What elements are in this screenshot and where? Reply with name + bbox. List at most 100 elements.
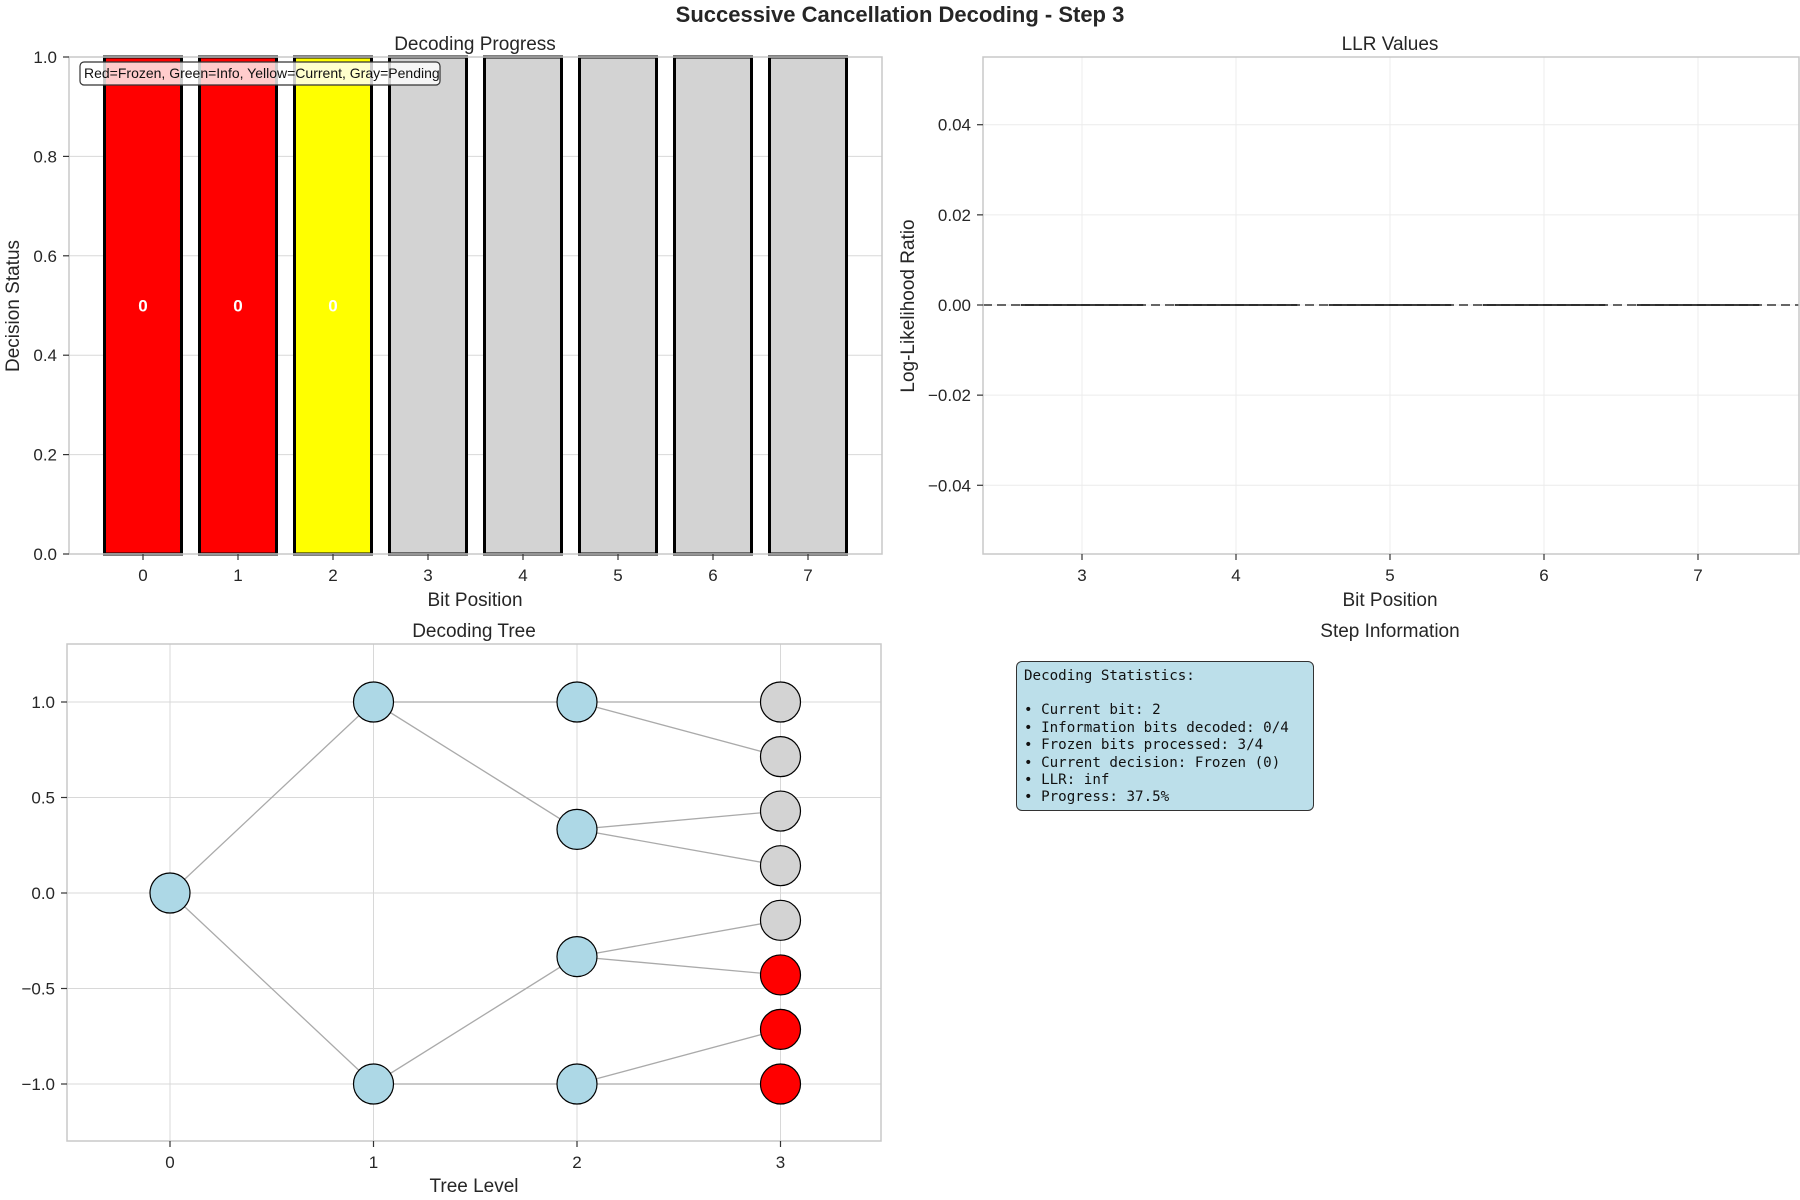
progress-xtick-label: 2 <box>328 566 337 585</box>
stat-frozen-bits: • Frozen bits processed: 3/4 <box>1024 737 1264 754</box>
tree-node <box>556 1063 598 1105</box>
stat-current-bit: • Current bit: 2 <box>1024 702 1161 719</box>
progress-bar-label: 0 <box>328 297 337 316</box>
progress-bar <box>673 55 753 556</box>
decoding-progress-gridlines <box>69 56 882 555</box>
decoding-tree-xlabel: Tree Level <box>429 1176 518 1197</box>
progress-bar <box>103 55 183 556</box>
tree-edge <box>576 701 781 758</box>
progress-bar-label: 0 <box>233 297 242 316</box>
tree-ytick-label: 1.0 <box>31 693 55 712</box>
tree-node <box>352 1063 395 1105</box>
llr-ytick-label: 0.04 <box>938 116 971 135</box>
llr-ytick-label: −0.02 <box>928 386 971 405</box>
decoding-progress-legend-box: Red=Frozen, Green=Info, Yellow=Current, … <box>79 61 441 86</box>
tree-node <box>759 1008 802 1050</box>
progress-bar <box>293 55 373 556</box>
llr-ytick-label: 0.00 <box>938 296 971 315</box>
progress-xtick-label: 5 <box>613 566 622 585</box>
tree-node <box>149 872 191 914</box>
tree-node <box>759 790 802 832</box>
decoding-tree-nodes <box>149 681 802 1105</box>
tree-node <box>352 681 395 723</box>
tree-ytick-label: 0.0 <box>31 884 55 903</box>
tree-edge <box>169 701 374 894</box>
tree-node <box>759 681 802 723</box>
progress-bar <box>578 55 658 556</box>
tree-node <box>759 1063 802 1105</box>
decoding-progress-legend-text: Red=Frozen, Green=Info, Yellow=Current, … <box>84 65 440 81</box>
progress-ytick-label: 0.0 <box>33 545 57 564</box>
stat-information-bits: • Information bits decoded: 0/4 <box>1024 719 1289 736</box>
decoding-statistics-box: Decoding Statistics: • Current bit: 2 • … <box>1016 661 1314 811</box>
progress-xtick-label: 3 <box>423 566 432 585</box>
llr-xtick-label: 3 <box>1077 566 1086 585</box>
tree-edge <box>373 701 578 830</box>
progress-xtick-label: 4 <box>518 566 527 585</box>
llr-ytick-label: −0.04 <box>928 476 971 495</box>
stat-llr: • LLR: inf <box>1024 772 1110 789</box>
progress-ytick-label: 0.6 <box>33 247 57 266</box>
tree-node <box>556 936 598 978</box>
tree-edge <box>576 955 781 976</box>
llr-xtick-label: 4 <box>1231 566 1240 585</box>
tree-xtick-label: 2 <box>572 1153 581 1172</box>
tree-node <box>759 899 802 941</box>
tree-xtick-label: 3 <box>776 1153 785 1172</box>
progress-xtick-label: 0 <box>138 566 147 585</box>
tree-node <box>556 808 598 850</box>
progress-bar <box>388 55 468 556</box>
tree-edge <box>169 892 374 1085</box>
decoding-tree-title: Decoding Tree <box>412 621 536 642</box>
progress-xtick-label: 1 <box>233 566 242 585</box>
decoding-progress-ylabel: Decision Status <box>3 240 24 372</box>
progress-bar <box>768 55 848 556</box>
tree-edge <box>576 1028 781 1085</box>
llr-values-ylabel: Log-Likelihood Ratio <box>898 219 919 392</box>
progress-bar-label: 0 <box>138 297 147 316</box>
progress-bar <box>483 55 563 556</box>
tree-ytick-label: −0.5 <box>21 980 55 999</box>
decoding-progress-bars: 0 0 0 <box>103 55 848 556</box>
progress-ytick-label: 0.8 <box>33 147 57 166</box>
tree-node <box>759 845 802 887</box>
tree-node <box>759 954 802 996</box>
stat-progress: • Progress: 37.5% <box>1024 789 1170 806</box>
llr-values-bars <box>983 304 1799 306</box>
decoding-statistics-title: Decoding Statistics: <box>1024 668 1195 684</box>
llr-ytick-label: 0.02 <box>938 206 971 225</box>
tree-node <box>556 681 598 723</box>
progress-xtick-label: 6 <box>708 566 717 585</box>
tree-edge <box>576 828 781 867</box>
stat-current-decision: • Current decision: Frozen (0) <box>1024 754 1281 771</box>
llr-xtick-label: 7 <box>1693 566 1702 585</box>
step-information-title: Step Information <box>1320 621 1459 642</box>
tree-ytick-label: −1.0 <box>21 1075 55 1094</box>
llr-xtick-label: 5 <box>1385 566 1394 585</box>
decoding-progress-ticks: 0.0 0.2 0.4 0.6 0.8 1.0 0 1 2 3 4 5 6 7 <box>33 48 812 585</box>
decoding-tree-edges <box>169 701 781 1085</box>
tree-edge <box>576 919 781 958</box>
figure-title: Successive Cancellation Decoding - Step … <box>675 2 1125 27</box>
tree-edge <box>576 810 781 831</box>
tree-node <box>759 736 802 778</box>
tree-xtick-label: 1 <box>369 1153 378 1172</box>
llr-values-ticks: 0.04 0.02 0.00 −0.02 −0.04 3 4 5 6 7 <box>928 116 1703 585</box>
llr-values-panel: 0.04 0.02 0.00 −0.02 −0.04 3 4 5 6 7 LLR Values B… <box>898 34 1800 611</box>
tree-xtick-label: 0 <box>165 1153 174 1172</box>
llr-values-title: LLR Values <box>1342 34 1439 55</box>
progress-xtick-label: 7 <box>803 566 812 585</box>
llr-values-xlabel: Bit Position <box>1342 590 1437 611</box>
llr-xtick-label: 6 <box>1539 566 1548 585</box>
decoding-progress-xlabel: Bit Position <box>427 590 522 611</box>
progress-ytick-label: 1.0 <box>33 48 57 67</box>
decoding-progress-frame <box>68 56 883 555</box>
tree-ytick-label: 0.5 <box>31 789 55 808</box>
decoding-tree-panel: 1.0 0.5 0.0 −0.5 −1.0 0 1 2 3 Decoding Tree Tree… <box>21 621 882 1197</box>
decoding-progress-title: Decoding Progress <box>394 34 556 55</box>
progress-ytick-label: 0.2 <box>33 446 57 465</box>
progress-ytick-label: 0.4 <box>33 346 57 365</box>
progress-bar <box>198 55 278 556</box>
decoding-tree-ticks: 1.0 0.5 0.0 −0.5 −1.0 0 1 2 3 <box>21 693 785 1172</box>
